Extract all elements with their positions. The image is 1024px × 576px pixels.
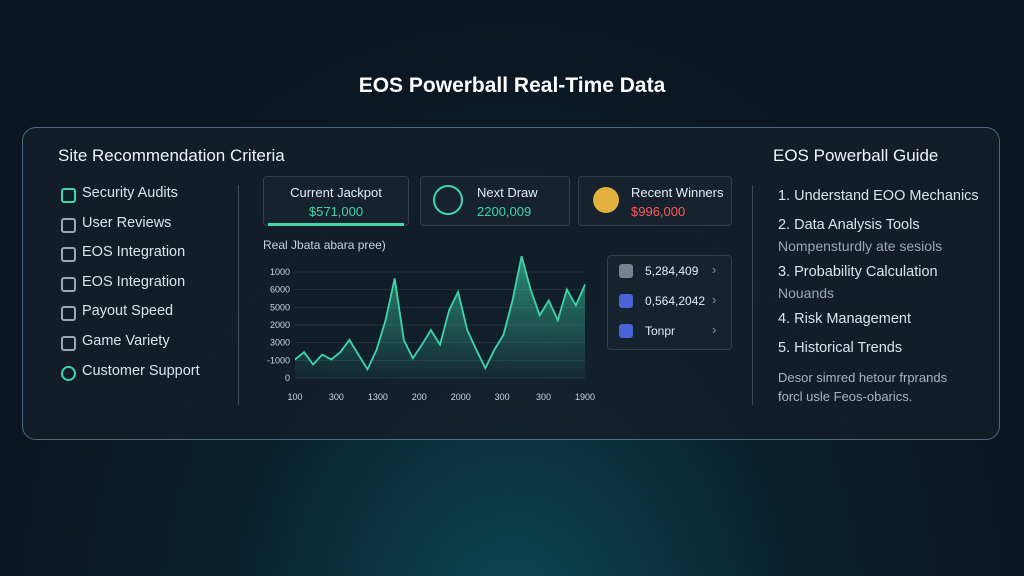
icon: [433, 185, 463, 215]
criteria-item: Security Audits: [82, 185, 178, 201]
criteria-icon: [61, 276, 76, 292]
page-title: EOS Powerball Real-Time Data: [358, 74, 666, 97]
side-icon: [619, 324, 633, 338]
guide-item: 1. Understand EOO Mechanics: [778, 188, 979, 204]
criteria-icon: [61, 306, 76, 322]
side-icon: [619, 264, 633, 278]
y-tick-label: 3000: [270, 338, 290, 348]
y-tick-label: 5000: [270, 302, 290, 312]
side-item: 5,284,409: [645, 264, 699, 278]
criteria-item: EOS Integration: [82, 244, 186, 261]
x-tick-label: 300: [536, 392, 551, 402]
criteria-icon: [61, 365, 76, 381]
y-tick-label: 6000: [270, 285, 290, 295]
card-label: Current Jackpot: [290, 185, 382, 200]
x-tick-label: 200: [412, 392, 427, 402]
guide-footer: forcl usle Feos-obarics.: [778, 389, 913, 404]
side-item: Tonpr: [645, 324, 676, 338]
guide-item: 5. Historical Trends: [778, 340, 903, 356]
criteria-item: Payout Speed: [82, 303, 174, 320]
criteria-icon: [61, 188, 76, 203]
side-item: 0,564,2042: [645, 294, 706, 308]
y-tick-label: 1000: [270, 267, 290, 277]
guide-sub: Nompensturdly ate sesiols: [778, 238, 943, 254]
x-tick-label: 1900: [575, 392, 595, 402]
divider: [238, 185, 239, 405]
guide-heading: EOS Powerball Guide: [773, 146, 939, 165]
criteria-icon: [61, 336, 76, 351]
area: [295, 256, 585, 378]
card-value: $996,000: [631, 204, 686, 219]
card-label: Recent Winners: [631, 185, 724, 200]
criteria-icon: [61, 247, 76, 263]
card-value: 2200,009: [477, 204, 532, 219]
chart: 1000 6000 5000 2000 3000 -1000 0 100 300 1300 200 2…: [267, 255, 595, 402]
guide-item: 2. Data Analysis Tools: [778, 217, 920, 233]
x-tick-label: 100: [287, 392, 302, 402]
x-tick-label: 2000: [451, 392, 471, 402]
chevron: ›: [712, 322, 717, 337]
winners-card: Recent Winners $996,000: [578, 176, 732, 226]
jackpot-card: Current Jackpot $571,000: [263, 176, 409, 226]
x-tick-label: 300: [495, 392, 510, 402]
criteria-item: Game Variety: [82, 333, 170, 349]
guide-sub: Nouands: [778, 285, 835, 301]
y-tick-label: 2000: [270, 320, 290, 330]
guide-item: 4. Risk Management: [778, 311, 911, 327]
y-tick-label: 0: [285, 373, 290, 383]
guide-footer: Desor simred hetour frprands: [778, 370, 948, 385]
y-tick-label: -1000: [267, 355, 290, 365]
chart-title: Real Jbata abara pree): [263, 238, 386, 252]
card-label: Next Draw: [477, 185, 538, 200]
criteria-heading: Site Recommendation Criteria: [58, 146, 285, 165]
chevron: ›: [712, 292, 717, 307]
criteria-item: EOS Integration: [82, 273, 186, 290]
criteria-icon: [61, 217, 76, 233]
next-draw-card: Next Draw 2200,009: [420, 176, 570, 226]
guide-item: 3. Probability Calculation: [778, 264, 938, 280]
line: [294, 255, 586, 372]
card-bar: [268, 223, 404, 226]
x-tick-label: 1300: [368, 392, 388, 402]
card-value: $571,000: [308, 204, 364, 219]
divider: [752, 185, 753, 405]
icon: [593, 187, 619, 213]
criteria-item: User Reviews: [82, 214, 172, 231]
chevron: ›: [712, 262, 717, 277]
criteria-item: Customer Support: [82, 362, 200, 379]
x-tick-label: 300: [329, 392, 344, 402]
side-icon: [619, 294, 633, 308]
